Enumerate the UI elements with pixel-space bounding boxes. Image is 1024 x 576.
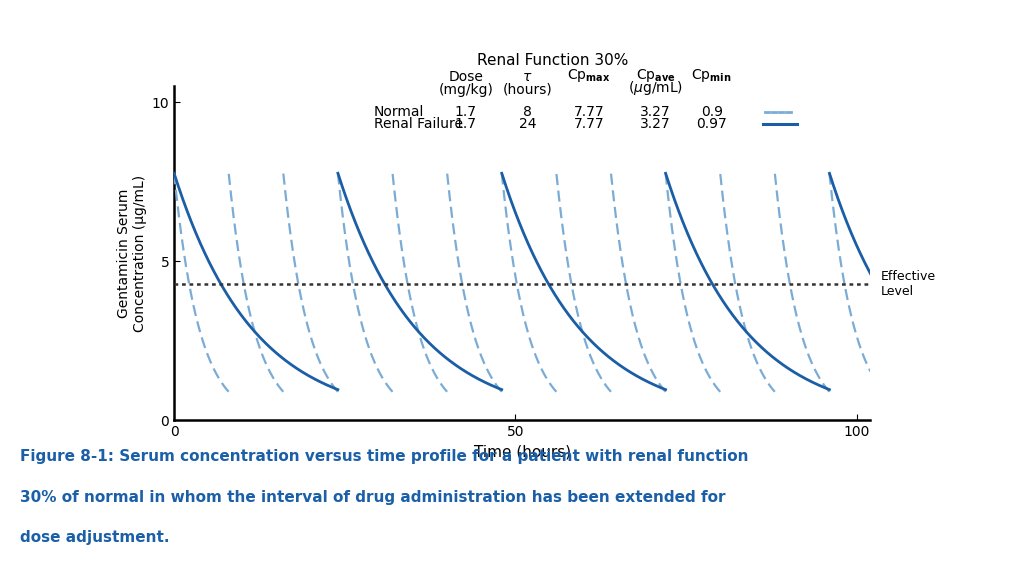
Text: Figure 8-1: Serum concentration versus time profile for a patient with renal fun: Figure 8-1: Serum concentration versus t…	[20, 449, 749, 464]
Text: Normal: Normal	[374, 105, 424, 119]
Text: 30% of normal in whom the interval of drug administration has been extended for: 30% of normal in whom the interval of dr…	[20, 490, 726, 505]
Text: 8: 8	[523, 105, 531, 119]
Text: 0.9: 0.9	[700, 105, 723, 119]
Text: Cp$_\mathbf{min}$: Cp$_\mathbf{min}$	[691, 66, 732, 84]
Text: 7.77: 7.77	[573, 118, 604, 131]
Text: Dose: Dose	[449, 70, 483, 84]
Text: 1.7: 1.7	[455, 118, 477, 131]
Y-axis label: Gentamicin Serum
Concentration (μg/mL): Gentamicin Serum Concentration (μg/mL)	[117, 175, 147, 332]
Text: ($\mu$g/mL): ($\mu$g/mL)	[628, 79, 683, 97]
Text: 7.77: 7.77	[573, 105, 604, 119]
Text: Renal Failure: Renal Failure	[374, 118, 463, 131]
Text: Effective
Level: Effective Level	[881, 270, 936, 298]
Text: (mg/kg): (mg/kg)	[438, 83, 494, 97]
Text: Cp$_\mathbf{ave}$: Cp$_\mathbf{ave}$	[636, 66, 675, 84]
Text: 3.27: 3.27	[640, 118, 671, 131]
Text: $\tau$: $\tau$	[522, 70, 532, 84]
Text: Renal Function 30%: Renal Function 30%	[477, 53, 629, 68]
Text: dose adjustment.: dose adjustment.	[20, 530, 170, 545]
Text: 24: 24	[518, 118, 537, 131]
Text: 1.7: 1.7	[455, 105, 477, 119]
Text: 0.97: 0.97	[696, 118, 727, 131]
X-axis label: Time (hours): Time (hours)	[474, 445, 570, 460]
Text: Cp$_\mathbf{max}$: Cp$_\mathbf{max}$	[567, 66, 610, 84]
Text: 3.27: 3.27	[640, 105, 671, 119]
Text: (hours): (hours)	[503, 83, 552, 97]
